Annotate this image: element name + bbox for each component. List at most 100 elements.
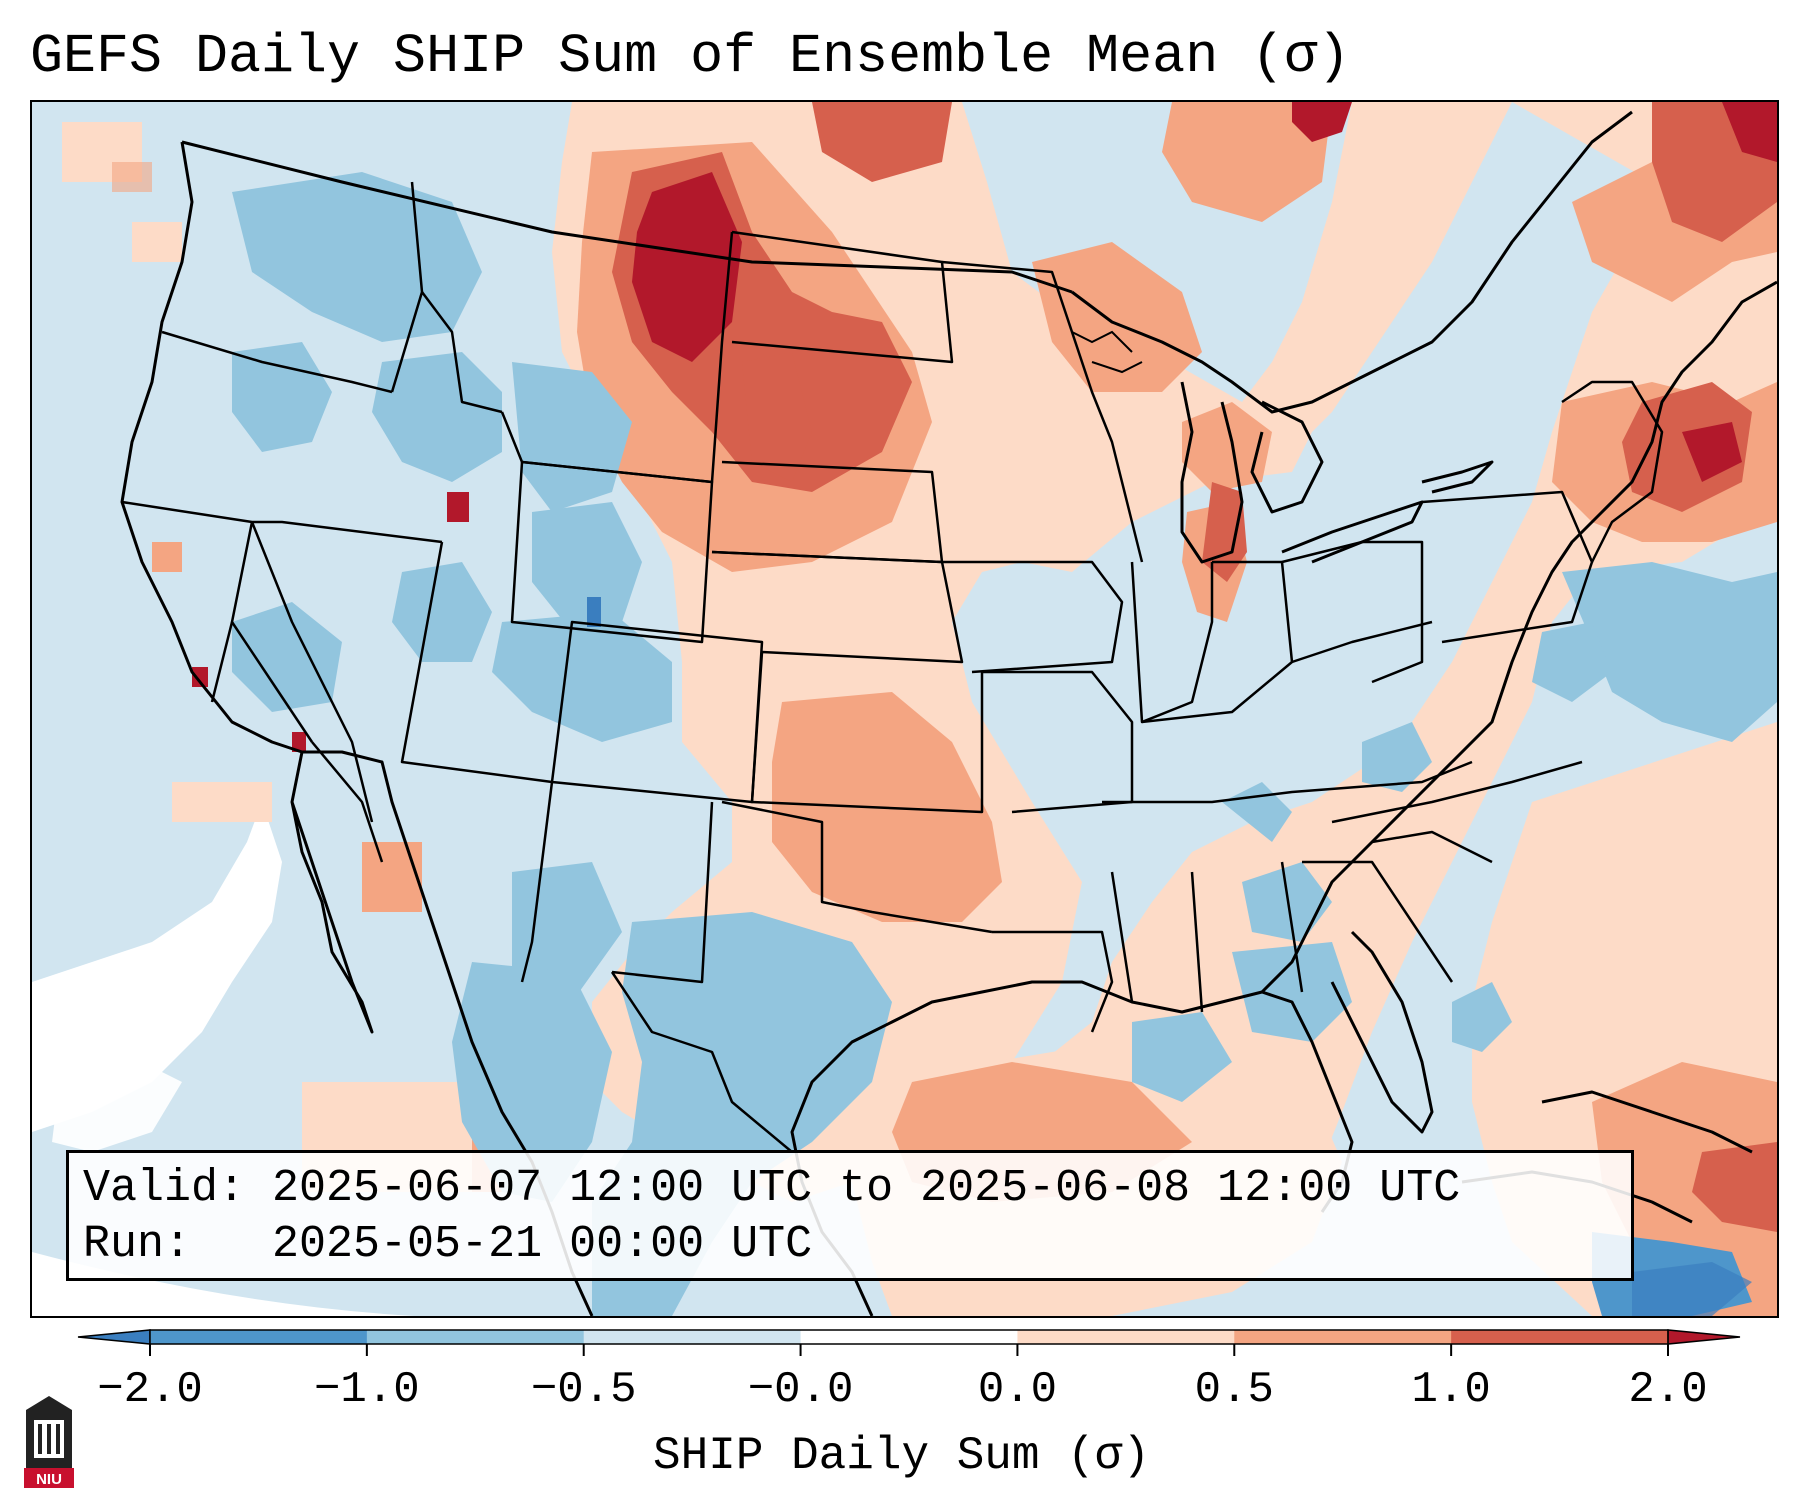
il-in bbox=[1130, 561, 1214, 724]
colorbar-label: SHIP Daily Sum (σ) bbox=[653, 1430, 1150, 1482]
colorbar-bin bbox=[1451, 1330, 1669, 1344]
ms-al bbox=[1110, 861, 1304, 1013]
ar-la bbox=[992, 930, 1114, 1033]
zone-positive bbox=[172, 782, 272, 822]
zone-near-zero bbox=[52, 1052, 182, 1152]
coastlines bbox=[120, 110, 1777, 1316]
nv-ut bbox=[230, 521, 314, 743]
colorbar-tick-label: −2.0 bbox=[97, 1365, 203, 1415]
colorbar-tick-label: 0.0 bbox=[977, 1365, 1058, 1415]
colorbar-outline bbox=[149, 1329, 1669, 1345]
zone-moderate bbox=[1182, 402, 1272, 492]
colorbar-tick-label: 1.0 bbox=[1411, 1365, 1491, 1415]
id-mt bbox=[421, 291, 503, 414]
nc-sc-ga bbox=[1302, 830, 1493, 983]
zone-cool bbox=[1132, 1012, 1232, 1102]
oh-pa bbox=[1281, 540, 1424, 684]
zone-cool bbox=[1632, 1262, 1752, 1316]
projection-corner bbox=[32, 1252, 592, 1316]
ca-nv-diag bbox=[250, 521, 374, 823]
zone-strong bbox=[1692, 1142, 1777, 1232]
colorbar-bin bbox=[150, 1330, 368, 1344]
zone-cool bbox=[512, 362, 632, 512]
zone-positive bbox=[112, 162, 152, 192]
colorbar-bin bbox=[1234, 1330, 1452, 1344]
zone-cool bbox=[1562, 562, 1777, 742]
zone-cool bbox=[232, 342, 332, 452]
map-title: GEFS Daily SHIP Sum of Ensemble Mean (σ) bbox=[30, 25, 1351, 88]
lake-ontario bbox=[1421, 460, 1494, 494]
zone-cool bbox=[512, 862, 622, 1002]
lake-huron bbox=[1250, 400, 1324, 514]
zone-cool bbox=[1232, 942, 1352, 1042]
colorbar-bin bbox=[1017, 1330, 1235, 1344]
validity-info-box: Valid: 2025-06-07 12:00 UTC to 2025-06-0… bbox=[66, 1150, 1634, 1281]
caribbean-island bbox=[1541, 1090, 1753, 1154]
zone-cool bbox=[1532, 622, 1612, 702]
zone-cool bbox=[392, 562, 492, 662]
ok-tx bbox=[721, 800, 993, 934]
lake-outlines bbox=[1071, 330, 1143, 374]
colorbar-tick-label: 0.5 bbox=[1194, 1365, 1274, 1415]
ca-ut-border bbox=[210, 621, 234, 703]
map-panel[interactable] bbox=[30, 100, 1779, 1318]
colorbar-extend-low bbox=[77, 1329, 151, 1345]
zone-cool bbox=[1362, 722, 1432, 792]
colorbar-bin bbox=[583, 1330, 802, 1344]
zone-positive bbox=[362, 842, 422, 912]
zone-near-zero bbox=[32, 802, 282, 1132]
zone-strong bbox=[812, 102, 952, 182]
or-ca-nv bbox=[121, 500, 443, 544]
zone-moderate bbox=[1162, 102, 1332, 222]
colorbar-extend-high bbox=[1667, 1329, 1741, 1345]
zone-extreme bbox=[1722, 102, 1777, 162]
colorbar-tick-label: −0.5 bbox=[530, 1365, 637, 1415]
zone-moderate bbox=[1032, 242, 1202, 392]
ia-mo bbox=[942, 560, 1124, 674]
us-canada-border bbox=[181, 140, 1073, 294]
zone-extreme bbox=[632, 172, 742, 362]
zone-cool bbox=[452, 962, 612, 1202]
lake-michigan bbox=[1180, 381, 1244, 564]
zone-extreme bbox=[192, 667, 208, 687]
colorbar-tick-label: −0.0 bbox=[747, 1365, 854, 1415]
niu-logo: NIU bbox=[20, 1390, 78, 1490]
ne-ks bbox=[711, 550, 984, 814]
logo-text: NIU bbox=[36, 1471, 62, 1488]
state-borders bbox=[121, 181, 1664, 1153]
colorbar-tick-label: −1.0 bbox=[314, 1365, 420, 1415]
colorbar-tick-label: 2.0 bbox=[1628, 1365, 1708, 1415]
wa-or bbox=[161, 330, 393, 394]
run-time-line: Run: 2025-05-21 00:00 UTC bbox=[83, 1219, 813, 1270]
mo-ar bbox=[982, 670, 1134, 814]
zone-extreme bbox=[447, 492, 469, 522]
az-nm bbox=[520, 781, 554, 983]
nm-tx bbox=[611, 801, 714, 984]
zone-cool bbox=[532, 502, 642, 632]
zone-extreme bbox=[1292, 102, 1352, 142]
nv-az bbox=[311, 741, 384, 863]
zone-cool bbox=[492, 612, 672, 742]
colorbar-bin bbox=[800, 1330, 1018, 1344]
zone-positive bbox=[132, 222, 182, 262]
ut-co bbox=[400, 541, 553, 784]
zone-strong bbox=[742, 352, 812, 482]
mn-ia bbox=[941, 260, 1144, 563]
zone-positive bbox=[152, 542, 182, 572]
tn-ky bbox=[1102, 760, 1473, 804]
great-lakes-coast bbox=[1071, 110, 1633, 414]
baja-coast bbox=[290, 751, 374, 1034]
colorbar bbox=[0, 1318, 1803, 1506]
valid-time-line: Valid: 2025-06-07 12:00 UTC to 2025-06-0… bbox=[83, 1163, 1461, 1214]
tx-border bbox=[610, 971, 793, 1153]
zone-extreme bbox=[292, 732, 306, 752]
zone-positive bbox=[952, 102, 1777, 1222]
zone-cool bbox=[1222, 782, 1292, 842]
ship-anomaly-map[interactable] bbox=[32, 102, 1777, 1316]
zone-cool bbox=[232, 602, 342, 712]
new-england bbox=[1561, 380, 1664, 563]
colorbar-graphic bbox=[77, 1329, 1741, 1356]
niu-logo-icon: NIU bbox=[24, 1396, 74, 1488]
colorbar-bin bbox=[366, 1330, 585, 1344]
zone-strong-cool bbox=[587, 597, 601, 627]
